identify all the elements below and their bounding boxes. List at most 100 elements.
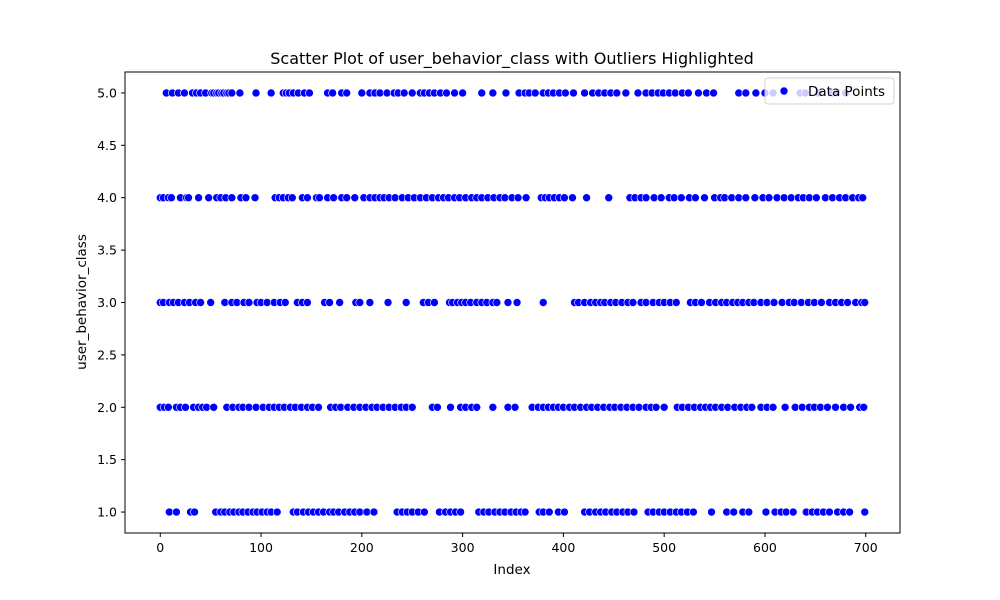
data-point — [568, 193, 577, 203]
data-point — [817, 298, 826, 307]
data-point — [342, 193, 352, 203]
data-point — [707, 507, 716, 517]
data-point — [314, 402, 323, 412]
data-point — [633, 88, 643, 98]
data-point — [329, 193, 338, 203]
data-point — [407, 88, 417, 98]
data-point — [520, 507, 530, 517]
data-point — [383, 298, 393, 307]
x-axis-label: Index — [493, 562, 530, 578]
data-point — [164, 402, 173, 412]
x-tick-label: 400 — [551, 540, 575, 555]
data-point — [430, 298, 439, 307]
data-point — [684, 88, 693, 98]
data-point — [744, 507, 754, 517]
data-point — [741, 193, 751, 203]
data-point — [446, 402, 455, 412]
data-point — [629, 507, 639, 517]
data-point — [167, 193, 176, 203]
data-point — [266, 88, 276, 98]
data-point — [342, 88, 352, 98]
data-point — [846, 402, 855, 412]
data-point — [677, 193, 686, 203]
data-point — [641, 193, 651, 203]
x-tick-label: 600 — [753, 540, 777, 555]
data-point — [355, 298, 365, 307]
data-point — [831, 402, 840, 412]
data-point — [560, 193, 569, 203]
data-point — [357, 88, 367, 98]
data-point — [845, 507, 854, 517]
y-tick-label: 3.0 — [97, 295, 117, 310]
data-point — [860, 298, 870, 307]
data-point — [764, 193, 774, 203]
data-point — [335, 298, 344, 307]
data-point — [235, 88, 245, 98]
data-point — [750, 193, 760, 203]
data-point — [761, 507, 771, 517]
data-point — [544, 507, 554, 517]
data-point — [477, 88, 487, 98]
data-point — [458, 88, 467, 98]
data-point — [671, 298, 681, 307]
data-point — [369, 507, 379, 517]
y-tick-label: 2.5 — [97, 347, 117, 362]
data-point — [530, 88, 540, 98]
data-point — [768, 402, 778, 412]
data-point — [621, 88, 631, 98]
data-point — [399, 88, 409, 98]
data-point — [780, 402, 790, 412]
x-tick-label: 0 — [156, 540, 164, 555]
legend-marker — [779, 86, 789, 96]
data-point — [823, 402, 832, 412]
data-point — [241, 193, 251, 203]
data-point — [512, 298, 522, 307]
data-point — [741, 88, 751, 98]
data-point — [503, 298, 513, 307]
y-tick-label: 2.0 — [97, 400, 117, 415]
x-tick-label: 700 — [854, 540, 878, 555]
data-point — [180, 88, 189, 98]
data-point — [843, 298, 852, 307]
x-tick-label: 200 — [350, 540, 374, 555]
data-point — [350, 193, 360, 203]
data-point — [196, 298, 205, 307]
data-point — [656, 193, 666, 203]
y-axis-label: user_behavior_class — [74, 234, 90, 370]
y-axis-ticks: 1.0 1.5 2.0 2.5 3.0 3.5 4.0 4.5 5.0 — [97, 85, 125, 520]
data-point — [250, 193, 260, 203]
data-point — [513, 193, 523, 203]
legend: Data Points — [764, 77, 895, 105]
x-tick-label: 300 — [451, 540, 475, 555]
data-point — [860, 507, 870, 517]
data-point — [582, 193, 591, 203]
data-point — [488, 88, 498, 98]
x-tick-label: 500 — [652, 540, 676, 555]
data-point — [456, 507, 465, 517]
data-point — [328, 88, 337, 98]
data-point — [401, 298, 411, 307]
data-point — [325, 298, 334, 307]
data-point — [251, 88, 261, 98]
data-point — [560, 507, 569, 517]
y-tick-label: 4.0 — [97, 190, 117, 205]
data-point — [488, 402, 498, 412]
data-point — [747, 402, 757, 412]
data-point — [433, 402, 442, 412]
y-tick-label: 1.0 — [97, 505, 117, 520]
data-point — [280, 298, 290, 307]
data-point — [450, 88, 459, 98]
data-point — [303, 193, 312, 203]
data-point — [700, 193, 709, 203]
x-axis-ticks: 0 100 200 300 400 500 600 700 — [156, 533, 878, 555]
y-tick-label: 4.5 — [97, 138, 117, 153]
data-point — [472, 402, 482, 412]
data-point — [709, 88, 718, 98]
data-point — [206, 298, 215, 307]
data-point — [825, 507, 834, 517]
legend-label: Data Points — [808, 84, 885, 100]
data-point — [859, 402, 869, 412]
data-point — [305, 88, 314, 98]
chart-title: Scatter Plot of user_behavior_class with… — [270, 49, 754, 69]
